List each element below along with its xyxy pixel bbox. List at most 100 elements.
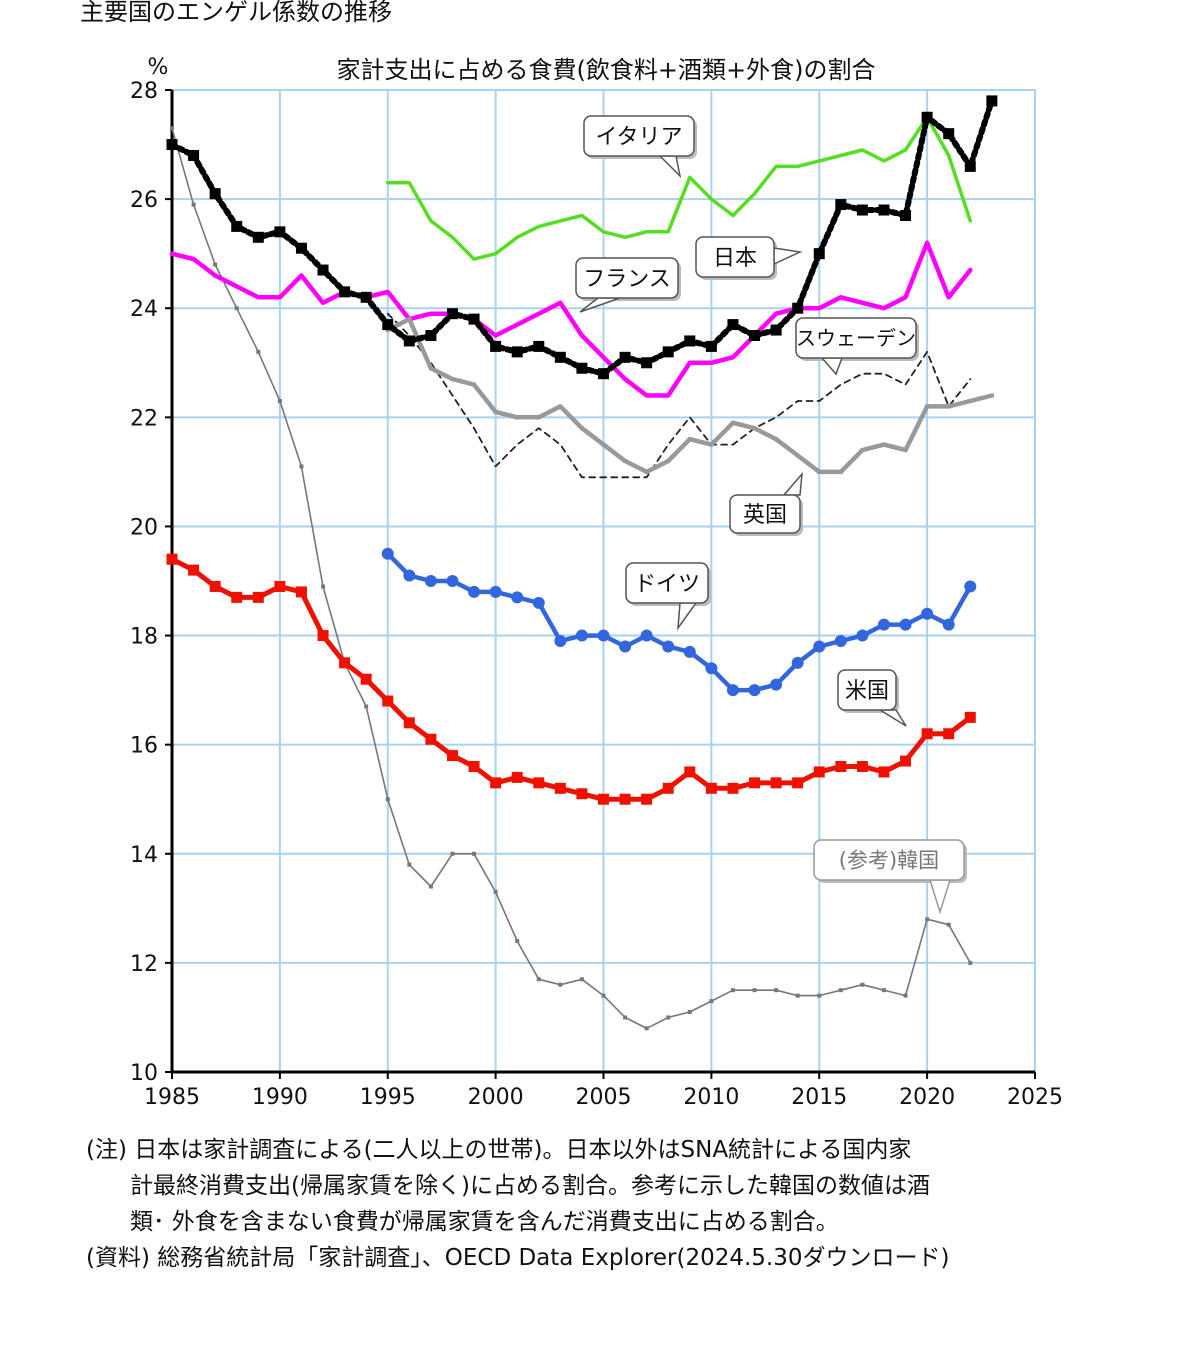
data-point [364,704,369,709]
data-point [964,580,977,593]
data-point [511,591,524,604]
data-point [817,993,822,998]
data-point [407,862,412,867]
note-line-3: 類･ 外食を含まない食費が帰属家賃を含んだ消費支出に占める割合。 [130,1209,839,1235]
data-point [964,711,976,723]
series-8 [170,126,973,1031]
callout-3: フランス [575,257,681,313]
data-point [749,330,761,341]
callout-label: 日本 [713,246,757,271]
callout-box [575,257,679,299]
data-point [191,202,196,207]
data-point [256,349,261,354]
callout-2: 日本 [695,236,803,280]
data-point [209,188,221,200]
y-tick-label: 22 [130,406,158,431]
data-point [921,607,934,620]
data-point [749,777,761,789]
data-point [881,442,886,447]
x-tick-label: 2020 [899,1085,955,1110]
notes: (注) 日本は家計調査による(二人以上の世帯)。日本以外はSNA統計による国内家… [86,1132,949,1276]
data-point [277,398,282,403]
data-point [188,149,200,161]
data-point [860,982,865,987]
data-point [403,335,415,347]
data-point [770,324,782,336]
data-point [558,982,563,987]
note-line-2: 計最終消費支出(帰属家賃を除く)に占める割合。参考に示した韓国の数値は酒 [130,1173,930,1199]
data-point [623,458,628,463]
y-tick-label: 12 [130,952,158,977]
data-point [576,788,588,800]
data-point [234,306,239,311]
data-point [468,313,480,325]
data-point [425,733,437,745]
line-chart: 10 12 14 16 18 20 22 24 26 28 1985 1990 1995 2000 2005… [130,55,1063,1110]
x-tick-label: 1985 [144,1085,200,1110]
series-line [169,240,973,398]
data-point [446,575,459,587]
data-point [579,977,584,982]
data-point [752,988,757,993]
y-tick-label: 24 [130,297,158,322]
data-point [986,95,998,107]
page-title: 主要国のエンゲル係数の推移 [80,0,392,26]
data-point [209,580,221,592]
data-point [860,448,865,453]
data-point [946,404,951,409]
data-point [274,226,286,238]
data-point [705,782,717,794]
y-axis-label: % [148,55,169,80]
data-point [813,248,825,260]
data-point [598,793,609,805]
callout-label: ドイツ [634,572,700,597]
data-point [424,575,437,587]
data-point [450,377,455,382]
callout-5: 英国 [729,471,803,536]
y-tick-label: 20 [130,515,158,540]
data-point [425,330,437,341]
series-line [171,127,972,1030]
data-point [493,409,498,414]
callout-box [729,494,801,534]
y-tick-label: 28 [130,79,158,104]
callout-box [795,317,917,359]
data-point [299,464,304,469]
data-point [515,939,520,944]
x-tick-label: 2005 [576,1085,632,1110]
data-point [360,291,372,303]
data-point [532,596,545,609]
data-point [295,586,307,598]
chart-title: 家計支出に占める食費(飲食料+酒類+外食)の割合 [337,56,876,84]
callout-label: フランス [583,267,671,292]
series-6 [381,547,977,697]
data-point [536,415,541,420]
data-point [170,126,174,131]
data-point [666,458,671,463]
data-point [597,629,610,642]
data-point [900,755,912,767]
data-point [752,426,757,431]
data-point [601,442,606,447]
data-point [188,564,200,576]
data-point [684,335,696,347]
data-point [730,988,735,993]
data-point [899,618,912,631]
note-line-1: (注) 日本は家計調査による(二人以上の世帯)。日本以外はSNA統計による国内家 [86,1137,912,1163]
x-tick-label: 2015 [791,1085,847,1110]
series-line [386,312,972,479]
data-point [795,993,800,998]
data-point [942,618,955,631]
data-point [382,695,394,707]
data-point [554,351,566,363]
data-point [856,629,869,642]
data-point [428,366,433,371]
data-point [317,264,329,276]
data-point [339,286,351,298]
data-point [925,404,930,409]
data-point [705,340,717,352]
data-point [166,139,178,151]
callout-box [695,236,775,278]
data-point [515,415,520,420]
